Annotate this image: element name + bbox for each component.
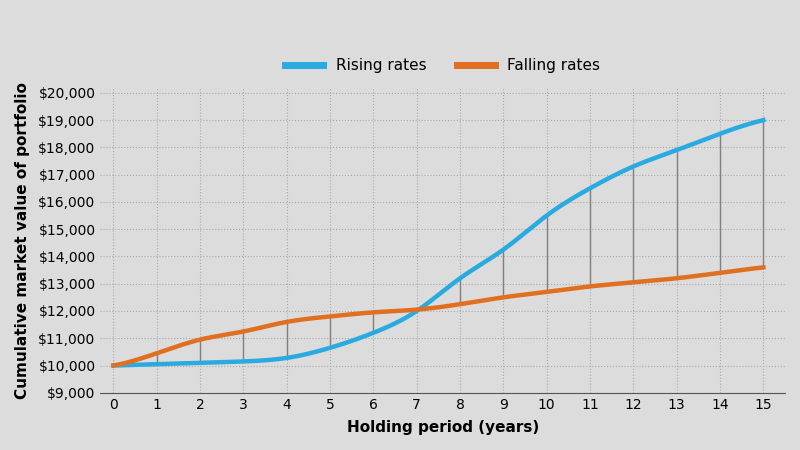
X-axis label: Holding period (years): Holding period (years) <box>346 420 539 435</box>
Falling rates <box>656 277 666 283</box>
Line: Falling rates: Falling rates <box>114 267 763 365</box>
Rising rates <box>758 117 768 123</box>
Falling rates <box>758 265 768 270</box>
Falling rates <box>698 272 707 278</box>
Rising rates <box>494 251 503 256</box>
Line: Rising rates: Rising rates <box>114 120 763 365</box>
Falling rates <box>109 363 118 368</box>
Rising rates <box>698 138 707 143</box>
Rising rates <box>506 241 516 247</box>
Y-axis label: Cumulative market value of portfolio: Cumulative market value of portfolio <box>15 81 30 399</box>
Rising rates <box>656 153 666 158</box>
Rising rates <box>109 363 118 368</box>
Legend: Rising rates, Falling rates: Rising rates, Falling rates <box>279 52 606 80</box>
Rising rates <box>111 363 121 368</box>
Falling rates <box>506 293 516 299</box>
Falling rates <box>494 295 503 301</box>
Rising rates <box>495 249 505 255</box>
Falling rates <box>495 295 505 301</box>
Falling rates <box>111 362 121 368</box>
